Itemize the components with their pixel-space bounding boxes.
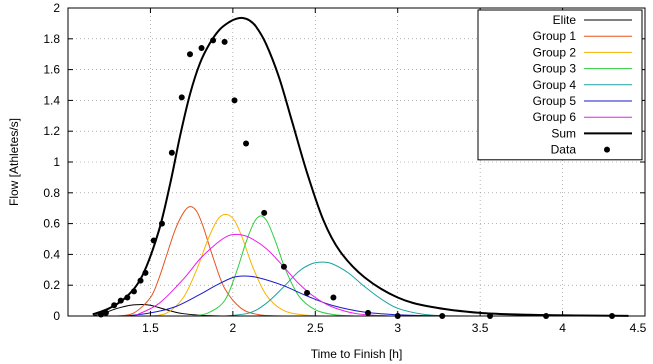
x-axis-label: Time to Finish [h] <box>311 347 403 361</box>
curves <box>92 16 629 317</box>
data-point <box>124 294 131 301</box>
y-tick-label: 2 <box>53 1 60 15</box>
x-tick-label: 1.5 <box>142 321 159 335</box>
data-point <box>111 302 118 309</box>
data-points <box>97 37 616 319</box>
legend-label-sum: Sum <box>551 126 576 140</box>
series-line-group-3 <box>191 215 357 317</box>
data-point <box>365 309 372 316</box>
legend: Elite Group 1 Group 2 Group 3 Group 4 Group 5… <box>477 9 643 161</box>
data-point <box>158 220 165 227</box>
y-tick-label: 1.8 <box>43 32 60 46</box>
x-tick-label: 2 <box>230 321 237 335</box>
legend-label-data: Data <box>551 143 577 157</box>
data-point <box>168 149 175 156</box>
data-point <box>280 263 287 270</box>
data-point <box>130 288 137 295</box>
data-point <box>142 269 149 276</box>
axis-ticks: 0 0.2 0.4 0.6 0.8 1 1.2 1.4 1.6 1.8 2 1.5 2 2.5 3 3.5 4 4… <box>43 1 646 335</box>
data-point <box>102 309 109 316</box>
series-line-group-6 <box>133 233 390 317</box>
data-point <box>198 45 205 52</box>
x-tick-label: 4 <box>559 321 566 335</box>
data-point <box>150 237 157 244</box>
data-point <box>137 277 144 284</box>
series-line-group-2 <box>150 213 324 317</box>
legend-label-group-4: Group 4 <box>533 78 577 92</box>
y-tick-label: 1.4 <box>43 93 60 107</box>
y-tick-label: 1 <box>53 155 60 169</box>
y-tick-label: 0.6 <box>43 217 60 231</box>
data-point <box>304 289 311 296</box>
series-line-group-5 <box>125 275 472 317</box>
x-tick-label: 3.5 <box>472 321 489 335</box>
data-point <box>178 94 185 101</box>
data-point <box>117 297 124 304</box>
data-point <box>330 294 337 301</box>
legend-label-group-3: Group 3 <box>533 62 577 76</box>
x-tick-label: 4.5 <box>630 321 647 335</box>
legend-label-group-6: Group 6 <box>533 110 577 124</box>
y-tick-label: 0.8 <box>43 186 60 200</box>
legend-label-group-1: Group 1 <box>533 29 577 43</box>
y-tick-label: 0.4 <box>43 247 60 261</box>
y-tick-label: 1.6 <box>43 63 60 77</box>
data-point <box>186 51 193 58</box>
data-point <box>243 140 250 147</box>
y-tick-label: 0 <box>53 309 60 323</box>
data-point <box>231 97 238 104</box>
x-tick-label: 3 <box>394 321 401 335</box>
y-tick-label: 1.2 <box>43 124 60 138</box>
series-line-sum <box>92 16 629 317</box>
data-point <box>221 38 228 45</box>
legend-label-group-2: Group 2 <box>533 45 577 59</box>
legend-label-elite: Elite <box>553 13 577 27</box>
legend-marker-data <box>604 146 610 153</box>
series-line-group-1 <box>117 206 291 317</box>
data-point <box>210 37 217 44</box>
legend-label-group-5: Group 5 <box>533 94 577 108</box>
data-point <box>261 209 268 216</box>
y-tick-label: 0.2 <box>43 278 60 292</box>
x-tick-label: 2.5 <box>307 321 324 335</box>
y-axis-label: Flow [Athletes/s] <box>7 118 21 206</box>
series-line-group-4 <box>224 261 448 317</box>
